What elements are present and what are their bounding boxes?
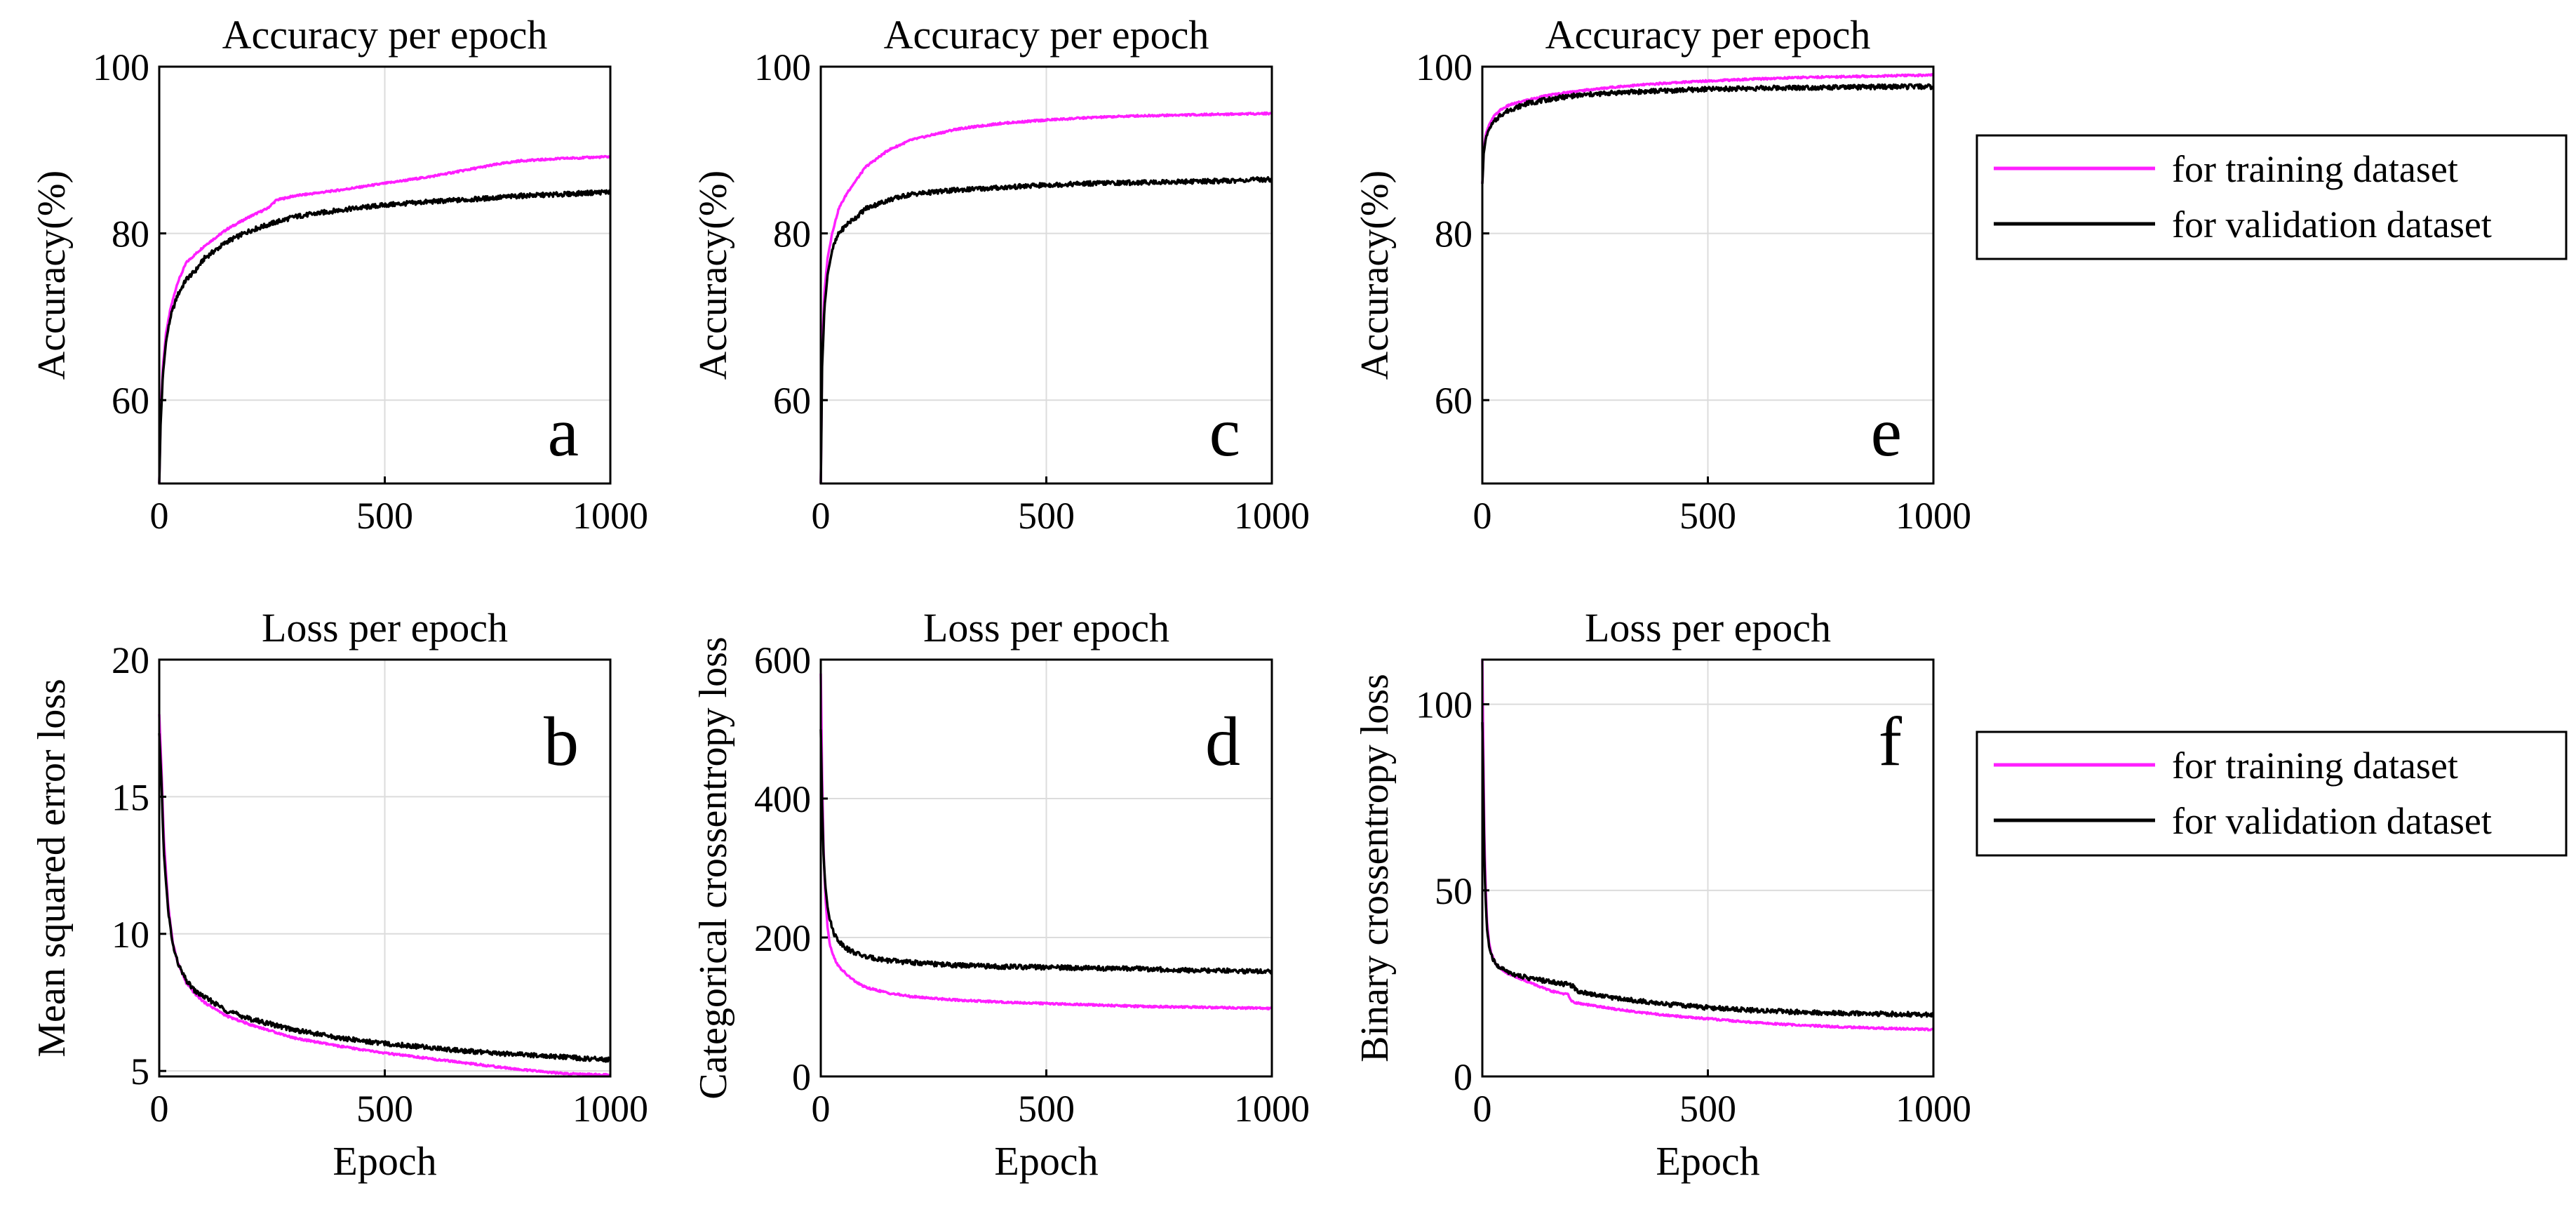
panel-b-xtick-label-2: 1000 xyxy=(572,1088,648,1130)
panel-e-ytick-label-0: 60 xyxy=(1435,380,1473,422)
panel-d-ytick-label-3: 600 xyxy=(754,639,811,681)
legend-top-training-label: for training dataset xyxy=(2172,148,2458,190)
panel-f-title: Loss per epoch xyxy=(1585,605,1831,650)
panel-e: 0 500 1000 60 80 100 Accuracy per epoch Accurac… xyxy=(1353,12,1971,537)
panel-a-series-training-line xyxy=(158,154,611,484)
panel-e-series-validation-line xyxy=(1481,83,1934,185)
panel-f-xlabel: Epoch xyxy=(1656,1138,1759,1184)
panel-b-xlabel: Epoch xyxy=(333,1138,436,1184)
panel-c-xtick-label-2: 1000 xyxy=(1234,495,1310,537)
panel-d-xtick-label-1: 500 xyxy=(1018,1088,1075,1130)
panel-b-ytick-label-3: 20 xyxy=(112,639,149,681)
legend-bottom-validation-label: for validation dataset xyxy=(2172,800,2492,842)
panel-f-xtick-label-1: 500 xyxy=(1679,1088,1736,1130)
panel-f-xtick-label-2: 1000 xyxy=(1896,1088,1971,1130)
panel-e-xtick-label-0: 0 xyxy=(1473,495,1492,537)
panel-b-ylabel: Mean squared error loss xyxy=(30,679,74,1057)
legend-top-box xyxy=(1975,134,2568,260)
legend-top-validation-label: for validation dataset xyxy=(2172,204,2492,246)
panel-d-series-validation-line xyxy=(819,729,1273,975)
panel-e-ytick-label-2: 100 xyxy=(1416,46,1473,88)
panel-a-ytick-label-1: 80 xyxy=(112,213,149,255)
panel-b-ytick-label-2: 15 xyxy=(112,776,149,818)
panel-d-letter: d xyxy=(1205,702,1240,780)
panel-d-xtick-label-0: 0 xyxy=(812,1088,831,1130)
panel-e-letter: e xyxy=(1871,393,1902,471)
panel-a-series-validation-line xyxy=(158,189,611,484)
panel-d-series-training-line xyxy=(819,673,1273,1010)
panel-d-ytick-label-2: 400 xyxy=(754,778,811,820)
panel-c-ytick-label-1: 80 xyxy=(773,213,811,255)
panel-b-xtick-label-1: 500 xyxy=(356,1088,413,1130)
legend-bottom-training-label: for training dataset xyxy=(2172,745,2458,787)
panel-b-letter: b xyxy=(544,702,579,780)
panel-f-series-validation-line xyxy=(1481,722,1934,1018)
panel-f-ytick-label-0: 0 xyxy=(1454,1056,1473,1098)
panel-b-series-training-line xyxy=(158,714,611,1077)
panel-c-letter: c xyxy=(1209,393,1240,471)
panel-a: 0 500 1000 60 80 100 Accuracy per epoch Accurac… xyxy=(30,12,648,537)
panel-d-title: Loss per epoch xyxy=(923,605,1169,650)
panel-c-title: Accuracy per epoch xyxy=(884,12,1209,58)
panel-a-title: Accuracy per epoch xyxy=(222,12,548,58)
panel-a-letter: a xyxy=(548,393,579,471)
panel-c-series-validation-line xyxy=(819,175,1273,484)
panel-f-ytick-label-2: 100 xyxy=(1416,684,1473,726)
panel-b-title: Loss per epoch xyxy=(262,605,508,650)
panel-b-xtick-label-0: 0 xyxy=(150,1088,169,1130)
panel-c-ytick-label-2: 100 xyxy=(754,46,811,88)
panel-a-ytick-label-0: 60 xyxy=(112,380,149,422)
panel-d-ytick-label-1: 200 xyxy=(754,917,811,959)
panel-d-xlabel: Epoch xyxy=(994,1138,1098,1184)
panel-e-series-training-line xyxy=(1481,73,1934,183)
panel-f-series-training-line xyxy=(1481,659,1934,1032)
panel-a-xtick-label-0: 0 xyxy=(150,495,169,537)
panel-e-title: Accuracy per epoch xyxy=(1545,12,1871,58)
panel-d-xtick-label-2: 1000 xyxy=(1234,1088,1310,1130)
panel-c-xtick-label-1: 500 xyxy=(1018,495,1075,537)
panel-c: 0 500 1000 60 80 100 Accuracy per epoch Accurac… xyxy=(692,12,1310,537)
legend-top: for training dataset for validation data… xyxy=(1975,134,2568,260)
panel-a-xtick-label-1: 500 xyxy=(356,495,413,537)
panel-f: 0 500 1000 0 50 100 Loss per epoch Binary cross… xyxy=(1353,605,1971,1184)
panel-b: 0 500 1000 5 10 15 20 Loss per epoch Mean square… xyxy=(30,605,648,1184)
panel-c-ytick-label-0: 60 xyxy=(773,380,811,422)
panel-a-xtick-label-2: 1000 xyxy=(572,495,648,537)
panel-f-ylabel: Binary crossentropy loss xyxy=(1353,674,1397,1062)
panel-f-letter: f xyxy=(1879,702,1903,780)
panel-e-ylabel: Accuracy(%) xyxy=(1353,171,1397,380)
legend-bottom-box xyxy=(1975,730,2568,857)
panel-b-ytick-label-1: 10 xyxy=(112,914,149,956)
panel-e-ytick-label-1: 80 xyxy=(1435,213,1473,255)
panel-c-xtick-label-0: 0 xyxy=(812,495,831,537)
panel-e-xtick-label-1: 500 xyxy=(1679,495,1736,537)
panel-c-series-training-line xyxy=(819,111,1273,484)
panel-a-ylabel: Accuracy(%) xyxy=(30,171,74,380)
panel-e-xtick-label-2: 1000 xyxy=(1896,495,1971,537)
panel-b-ytick-label-0: 5 xyxy=(130,1050,149,1093)
panel-d: 0 500 1000 0 200 400 600 Loss per epoch Categori… xyxy=(692,605,1310,1184)
legend-bottom: for training dataset for validation data… xyxy=(1975,730,2568,857)
panel-d-ylabel: Categorical crossentropy loss xyxy=(692,636,735,1099)
panel-a-ytick-label-2: 100 xyxy=(93,46,149,88)
panel-f-xtick-label-0: 0 xyxy=(1473,1088,1492,1130)
panel-b-series-validation-line xyxy=(158,733,611,1063)
panel-d-ytick-label-0: 0 xyxy=(792,1056,811,1098)
panel-c-ylabel: Accuracy(%) xyxy=(692,171,735,380)
panel-f-ytick-label-1: 50 xyxy=(1435,870,1473,912)
